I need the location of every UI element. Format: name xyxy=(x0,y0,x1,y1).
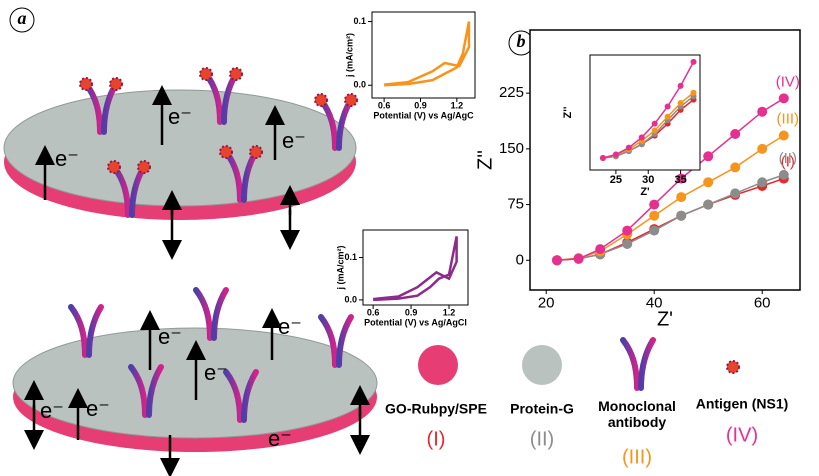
x-tick-label: 1.2 xyxy=(443,307,456,317)
legend: GO-Rubpy/SPE Protein-G Monoclonal antibo… xyxy=(385,340,788,468)
data-point xyxy=(613,152,619,158)
y-axis-label: Z'' xyxy=(474,150,496,170)
data-point xyxy=(757,177,767,187)
data-point xyxy=(595,244,605,254)
x-axis-label: Potential (V) vs Ag/AgC xyxy=(373,110,474,120)
y-tick-label: 0.0 xyxy=(344,294,357,304)
electron-label: e⁻ xyxy=(278,314,302,339)
data-point xyxy=(678,100,684,106)
legend-label: Antigen (NS1) xyxy=(696,396,789,412)
y-axis-label: Z'' xyxy=(562,106,574,118)
series-label: (III) xyxy=(777,110,800,127)
y-axis-label: j (mA/cm²) xyxy=(344,33,354,78)
data-point xyxy=(703,200,713,210)
y-tick-label: 0.1 xyxy=(353,16,366,26)
figure: e⁻ e⁻ e⁻ e⁻ e⁻ e⁻ e⁻ e⁻ e⁻ a b GO-Rubpy/… xyxy=(0,0,819,476)
x-tick-label: 30 xyxy=(642,174,654,186)
panel-label: a xyxy=(18,8,27,28)
x-tick-label: 0.9 xyxy=(405,307,418,317)
data-point xyxy=(730,188,740,198)
y-tick-label: 150 xyxy=(499,140,524,157)
x-tick-label: 35 xyxy=(674,174,686,186)
electron-label: e⁻ xyxy=(204,360,228,385)
plot-frame xyxy=(590,55,700,170)
data-point xyxy=(652,128,658,134)
data-point xyxy=(691,59,697,65)
data-point xyxy=(665,103,671,109)
data-point xyxy=(703,177,713,187)
data-point xyxy=(779,130,789,140)
y-tick-label: 0.0 xyxy=(353,80,366,90)
y-tick-label: 75 xyxy=(507,196,524,213)
legend-number: (I) xyxy=(427,428,446,450)
legend-number: (III) xyxy=(622,446,652,468)
x-axis-label: Z' xyxy=(657,308,673,330)
data-point xyxy=(665,114,671,120)
x-tick-label: 1.2 xyxy=(451,100,464,110)
data-point xyxy=(622,226,632,236)
legend-label: Monoclonal antibody xyxy=(590,398,684,430)
y-tick-label: 0.1 xyxy=(344,252,357,262)
legend-swatch xyxy=(418,345,458,385)
data-point xyxy=(676,211,686,221)
panel-label: b xyxy=(517,31,526,51)
data-point xyxy=(652,121,658,127)
data-point xyxy=(649,200,659,210)
legend-number: (II) xyxy=(530,428,554,450)
x-tick-label: 20 xyxy=(538,294,555,311)
data-point xyxy=(649,211,659,221)
electron-label: e⁻ xyxy=(55,146,79,171)
data-point xyxy=(779,170,789,180)
data-point xyxy=(678,83,684,89)
data-point xyxy=(639,134,645,140)
x-tick-label: 0.6 xyxy=(378,100,391,110)
data-point xyxy=(757,144,767,154)
x-tick-label: 0.6 xyxy=(367,307,380,317)
y-tick-label: 225 xyxy=(499,84,524,101)
data-point xyxy=(622,239,632,249)
data-point xyxy=(574,254,584,264)
data-point xyxy=(649,226,659,236)
data-point xyxy=(779,93,789,103)
data-point xyxy=(600,155,606,161)
data-point xyxy=(691,90,697,96)
legend-swatch xyxy=(522,345,562,385)
legend-label: Protein-G xyxy=(510,401,574,417)
electron-label: e⁻ xyxy=(86,396,110,421)
electron-label: e⁻ xyxy=(268,426,292,451)
electron-label: e⁻ xyxy=(40,398,64,423)
data-point xyxy=(730,162,740,172)
data-point xyxy=(626,145,632,151)
legend-number: (IV) xyxy=(726,424,758,446)
x-axis-label: Potential (V) vs Ag/AgCl xyxy=(364,317,467,327)
legend-swatch xyxy=(623,340,653,388)
data-point xyxy=(730,129,740,139)
electron-label: e⁻ xyxy=(282,128,306,153)
x-tick-label: 25 xyxy=(610,174,622,186)
legend-swatch xyxy=(727,361,739,373)
plot-frame xyxy=(363,230,468,305)
x-tick-label: 60 xyxy=(754,294,771,311)
electron-label: e⁻ xyxy=(158,324,182,349)
y-tick-label: 0 xyxy=(516,251,524,268)
y-axis-label: j (mA/cm²) xyxy=(335,245,345,290)
data-point xyxy=(703,151,713,161)
electron-label: e⁻ xyxy=(168,104,192,129)
x-axis-label: Z' xyxy=(640,186,650,198)
legend-label: GO-Rubpy/SPE xyxy=(385,401,487,417)
data-point xyxy=(676,192,686,202)
series-label: (II) xyxy=(779,150,797,167)
data-point xyxy=(757,107,767,117)
series-label: (IV) xyxy=(776,73,800,90)
data-point xyxy=(552,255,562,265)
x-tick-label: 0.9 xyxy=(414,100,427,110)
